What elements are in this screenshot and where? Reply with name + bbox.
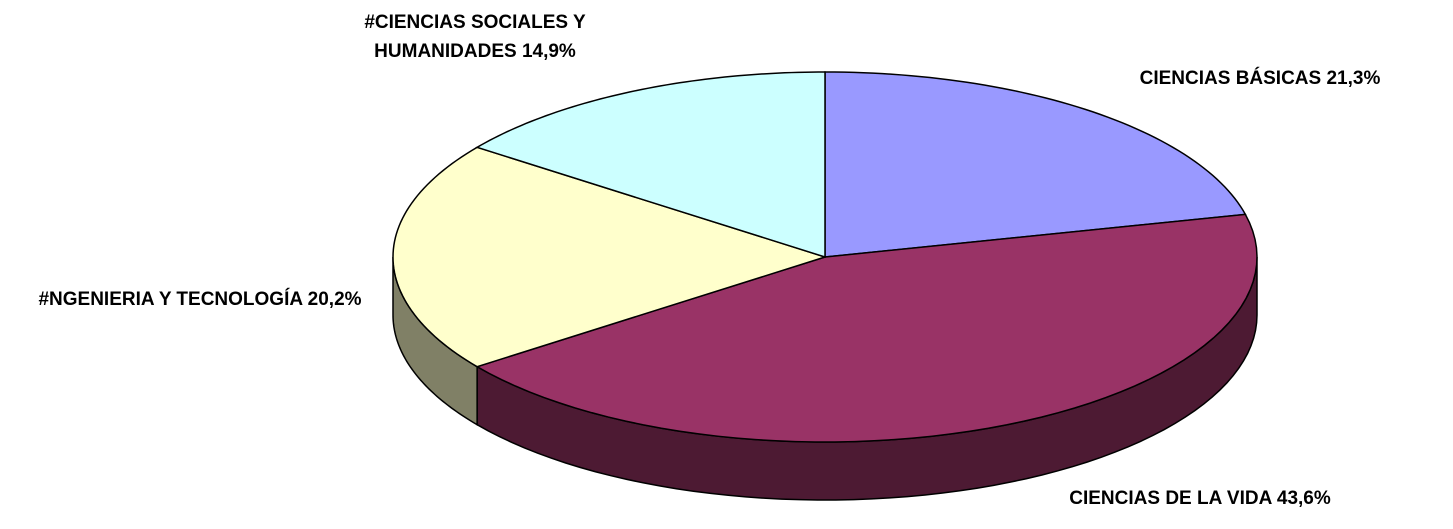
category-name: #NGENIERIA Y TECNOLOGÍA: [38, 289, 303, 310]
slice-label: #NGENIERIA Y TECNOLOGÍA 20,2%: [0, 285, 400, 314]
value-label: 21,3%: [1326, 68, 1381, 89]
slice-label: CIENCIAS DE LA VIDA 43,6%: [1000, 484, 1400, 513]
category-name: #CIENCIAS SOCIALES Y HUMANIDADES: [364, 12, 586, 62]
value-label: 20,2%: [307, 289, 362, 310]
slice: [475, 213, 1258, 443]
slice-label: #CIENCIAS SOCIALES Y HUMANIDADES 14,9%: [310, 8, 640, 66]
slice: [392, 146, 828, 368]
slice: [475, 71, 826, 259]
category-name: CIENCIAS BÁSICAS: [1139, 68, 1322, 89]
category-name: CIENCIAS DE LA VIDA: [1069, 488, 1272, 509]
value-label: 43,6%: [1276, 488, 1331, 509]
slice-label: CIENCIAS BÁSICAS 21,3%: [1070, 64, 1450, 93]
slice: [824, 71, 1247, 258]
value-label: 14,9%: [521, 41, 576, 62]
